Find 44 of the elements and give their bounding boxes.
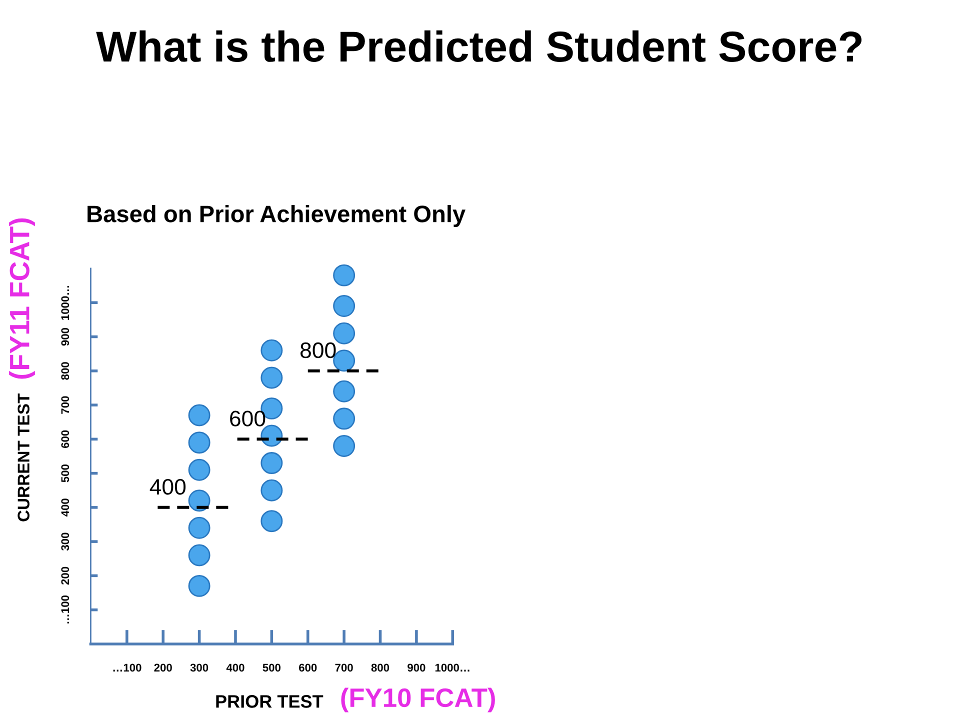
y-tick-label: 500 bbox=[61, 464, 70, 482]
point bbox=[188, 432, 210, 454]
point bbox=[333, 264, 356, 286]
point bbox=[333, 434, 356, 457]
x-tick-label: 1000… bbox=[435, 664, 470, 672]
x-tick-label: 500 bbox=[262, 664, 280, 672]
point bbox=[333, 295, 356, 318]
point bbox=[260, 479, 283, 502]
point bbox=[188, 458, 210, 481]
point bbox=[188, 574, 210, 597]
x-axis-title: PRIOR TEST (FY10 FCAT) bbox=[216, 688, 495, 712]
annotation: 600 bbox=[230, 410, 266, 426]
y-tick-label: 200 bbox=[61, 566, 70, 585]
annotation: 800 bbox=[300, 342, 336, 358]
chart-title: What is the Predicted Student Score? bbox=[96, 30, 862, 62]
point bbox=[188, 544, 210, 566]
annotation: 400 bbox=[150, 478, 186, 495]
x-tick-label: 700 bbox=[335, 664, 353, 672]
point bbox=[188, 404, 210, 426]
y-tick-label: 900 bbox=[61, 328, 70, 346]
x-tick-label: 900 bbox=[408, 664, 426, 672]
y-tick-label: …100 bbox=[61, 595, 70, 624]
x-tick-label: 400 bbox=[226, 664, 244, 672]
y-tick-label: 1000… bbox=[61, 286, 70, 320]
point bbox=[333, 408, 356, 430]
x-tick-label: 600 bbox=[299, 664, 317, 672]
x-tick-label: …100 bbox=[113, 664, 142, 672]
y-tick-label: 700 bbox=[61, 396, 70, 414]
y-tick-label: 400 bbox=[61, 498, 70, 517]
chart-subtitle: Based on Prior Achievement Only bbox=[88, 204, 466, 228]
point bbox=[260, 366, 283, 389]
y-tick-label: 300 bbox=[61, 532, 70, 551]
point bbox=[260, 510, 283, 532]
point bbox=[260, 452, 283, 474]
point bbox=[260, 339, 283, 362]
point bbox=[333, 380, 356, 402]
y-tick-label: 600 bbox=[61, 430, 70, 448]
point bbox=[188, 490, 210, 512]
y-axis-title: CURRENT TEST (FY11 FCAT) bbox=[9, 218, 35, 522]
x-tick-label: 300 bbox=[190, 664, 208, 672]
point bbox=[188, 516, 210, 539]
x-tick-label: 200 bbox=[154, 664, 172, 672]
y-tick-label: 800 bbox=[61, 362, 70, 380]
x-tick-label: 800 bbox=[371, 664, 390, 672]
